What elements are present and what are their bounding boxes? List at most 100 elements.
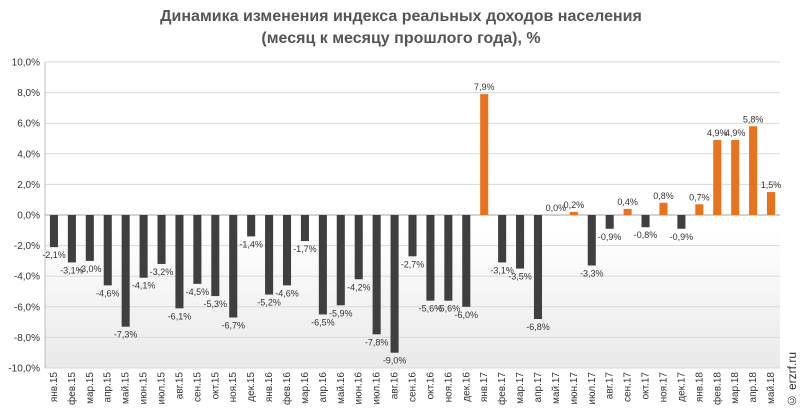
- bar-янв.15: [49, 215, 58, 248]
- bars: [49, 94, 776, 353]
- bar-окт.17: [641, 215, 650, 228]
- bar-май.15: [121, 215, 130, 327]
- bar-июн.16: [354, 215, 363, 280]
- x-tick-label: сен.16: [408, 372, 419, 402]
- data-label: 7,9%: [474, 82, 495, 92]
- watermark: © erzrf.ru: [785, 351, 799, 407]
- x-tick-label: сен.15: [192, 372, 203, 402]
- data-label: -4,6%: [275, 288, 299, 298]
- x-tick-label: июн.17: [569, 372, 580, 405]
- data-label: 4,9%: [707, 128, 728, 138]
- data-label: -5,6%: [437, 304, 461, 314]
- x-tick-label: окт.16: [425, 372, 436, 400]
- y-tick-label: 0,0%: [17, 211, 40, 222]
- bar-сен.17: [623, 208, 632, 215]
- data-label: -0,9%: [598, 232, 622, 242]
- data-label: -3,2%: [150, 267, 174, 277]
- x-tick-label: мар.17: [515, 372, 526, 404]
- bar-мар.17: [516, 215, 525, 269]
- x-axis-ticks: янв.15 фев.15 мар.15 апр.15 май.15 июн.15 июл.…: [49, 372, 777, 405]
- data-label: -1,4%: [239, 239, 263, 249]
- bar-окт.16: [426, 215, 435, 301]
- data-label: 1,5%: [761, 180, 782, 190]
- data-label: -2,7%: [401, 259, 425, 269]
- x-tick-label: апр.18: [748, 372, 759, 403]
- data-label: -4,2%: [347, 282, 371, 292]
- data-label: -7,3%: [114, 330, 138, 340]
- y-tick-label: 8,0%: [17, 88, 40, 99]
- bar-июл.15: [157, 215, 166, 264]
- bar-дек.16: [462, 215, 471, 307]
- data-label: 0,8%: [653, 191, 674, 201]
- x-tick-label: окт.15: [210, 372, 221, 400]
- bar-фев.16: [282, 215, 292, 286]
- bar-апр.15: [103, 215, 112, 286]
- data-label: -5,6%: [419, 304, 443, 314]
- x-tick-label: май.18: [766, 372, 777, 404]
- bar-мар.15: [85, 215, 94, 261]
- x-tick-label: июл.17: [587, 372, 598, 405]
- bar-июн.17: [569, 211, 578, 215]
- bar-авг.16: [390, 215, 399, 353]
- x-tick-label: дек.15: [246, 372, 257, 402]
- bar-ноя.17: [659, 202, 668, 215]
- x-tick-label: дек.16: [461, 372, 472, 402]
- data-label: -5,3%: [204, 299, 228, 309]
- bar-фев.17: [498, 215, 507, 263]
- bar-июл.17: [587, 215, 596, 266]
- x-tick-label: июл.15: [157, 372, 168, 405]
- bar-сен.16: [408, 215, 417, 257]
- data-label: 4,9%: [725, 128, 746, 138]
- bar-май.18: [767, 192, 776, 215]
- data-label: -1,7%: [293, 244, 317, 254]
- x-tick-label: апр.15: [103, 372, 114, 403]
- data-label: -6,0%: [455, 310, 479, 320]
- data-label: -5,2%: [257, 298, 281, 308]
- chart-title-line1: Динамика изменения индекса реальных дохо…: [160, 8, 642, 25]
- x-tick-label: апр.16: [318, 372, 329, 403]
- y-tick-label: 6,0%: [17, 119, 40, 130]
- data-label: -3,1%: [490, 265, 514, 275]
- y-tick-label: -6,0%: [14, 302, 40, 313]
- x-tick-label: ноя.16: [443, 372, 454, 403]
- data-label: -4,6%: [96, 288, 120, 298]
- bar-янв.16: [265, 215, 274, 295]
- x-tick-label: апр.17: [533, 372, 544, 403]
- x-tick-label: май.15: [121, 372, 132, 404]
- bar-мар.16: [300, 215, 309, 242]
- x-tick-label: фев.17: [496, 372, 508, 405]
- x-tick-label: июн.15: [139, 372, 150, 405]
- x-tick-label: янв.18: [694, 372, 705, 403]
- y-axis-ticks: -10,0% -8,0% -6,0% -4,0% -2,0% 0,0% 2,0% 4,0% 6,…: [8, 58, 40, 375]
- data-label: -5,9%: [329, 308, 353, 318]
- bar-авг.15: [175, 215, 184, 309]
- bar-ноя.16: [444, 215, 453, 301]
- x-tick-label: июл.16: [372, 372, 383, 405]
- x-tick-label: янв.16: [264, 372, 275, 403]
- data-label: -0,8%: [634, 230, 658, 240]
- data-label: -4,1%: [132, 281, 156, 291]
- data-label: 0,0%: [546, 203, 567, 213]
- bar-апр.18: [749, 126, 758, 215]
- data-label: -3,1%: [60, 265, 84, 275]
- x-tick-label: сен.17: [623, 372, 634, 402]
- x-tick-label: ноя.15: [228, 372, 239, 403]
- data-label: 5,8%: [743, 114, 764, 124]
- x-tick-label: фев.18: [711, 372, 723, 405]
- bar-апр.16: [318, 215, 327, 315]
- x-tick-label: фев.15: [66, 372, 78, 405]
- x-tick-label: мар.15: [85, 372, 96, 404]
- data-label: -0,9%: [670, 232, 694, 242]
- bar-ноя.15: [229, 215, 238, 318]
- chart-title-line2: (месяц к месяцу прошлого года), %: [261, 30, 541, 47]
- x-tick-label: июн.16: [354, 372, 365, 405]
- bar-июн.15: [139, 215, 148, 278]
- x-tick-label: май.17: [551, 372, 562, 404]
- x-tick-label: янв.15: [49, 372, 60, 403]
- x-tick-label: май.16: [336, 372, 347, 404]
- bar-авг.17: [605, 215, 614, 229]
- bar-сен.15: [193, 215, 202, 284]
- y-tick-label: 10,0%: [12, 58, 40, 69]
- bar-фев.15: [67, 215, 76, 263]
